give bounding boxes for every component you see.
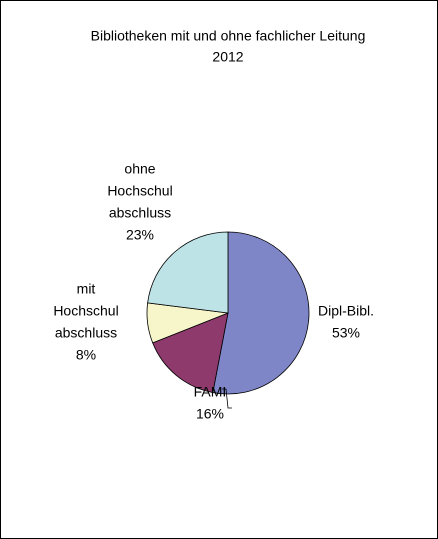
slice-label: Dipl-Bibl. bbox=[318, 303, 374, 319]
slice-value-label: 16% bbox=[196, 406, 224, 422]
slice-label: FAMI bbox=[194, 384, 227, 400]
chart-title: Bibliotheken mit und ohne fachlicher Lei… bbox=[91, 28, 366, 44]
leader-line bbox=[222, 388, 232, 409]
slice-value-label: 8% bbox=[76, 347, 96, 363]
pie-slice bbox=[212, 231, 310, 395]
slice-value-label: 53% bbox=[332, 325, 360, 341]
slice-label: Hochschul bbox=[107, 183, 172, 199]
slice-value-label: 23% bbox=[126, 227, 154, 243]
chart-subtitle: 2012 bbox=[212, 49, 243, 65]
pie-slice bbox=[152, 312, 229, 394]
pie-slice bbox=[147, 231, 229, 314]
slice-label: abschluss bbox=[109, 205, 171, 221]
slice-label: abschluss bbox=[55, 325, 117, 341]
slice-label: Hochschul bbox=[53, 303, 118, 319]
slice-label: mit bbox=[77, 281, 96, 297]
slice-label: ohne bbox=[124, 161, 155, 177]
